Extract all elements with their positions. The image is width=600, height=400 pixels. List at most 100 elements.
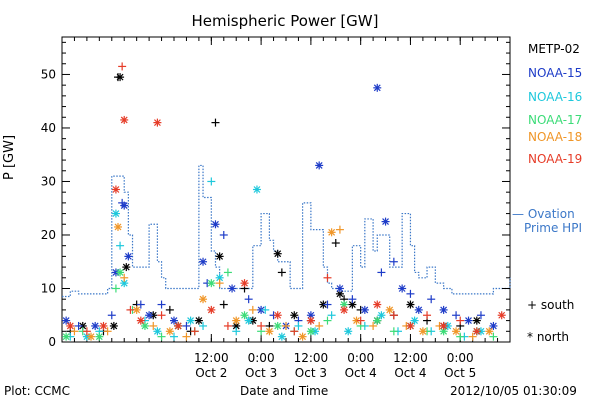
noaa-15-point-8 xyxy=(136,300,145,309)
noaa-19-point-10 xyxy=(174,321,183,330)
noaa-15-point-17 xyxy=(228,284,237,293)
noaa-15-point-3 xyxy=(107,311,116,320)
legend-noaa-16: NOAA-16 xyxy=(528,90,583,104)
noaa-15-point-2 xyxy=(91,321,100,330)
noaa-17-point-17 xyxy=(323,316,332,325)
noaa-16-point-17 xyxy=(277,332,286,341)
noaa-16-point-4 xyxy=(116,241,125,250)
noaa-19-point-2 xyxy=(99,321,108,330)
noaa-19-point-18 xyxy=(306,316,315,325)
noaa-19-point-3 xyxy=(111,185,120,194)
noaa-15-point-15 xyxy=(211,220,220,229)
noaa-15-point-30 xyxy=(377,268,386,277)
noaa-17-point-2 xyxy=(95,332,104,341)
metp-02-point-32 xyxy=(406,300,415,309)
noaa-19-point-22 xyxy=(373,300,382,309)
metp-02-point-20 xyxy=(273,249,282,258)
ovation-prime-hpi-line xyxy=(62,164,511,298)
noaa-18-point-8 xyxy=(182,332,191,341)
noaa-17-point-7 xyxy=(157,332,166,341)
noaa-17-point-0 xyxy=(62,332,71,341)
noaa-18-point-7 xyxy=(165,327,174,336)
noaa-17-point-4 xyxy=(116,268,125,277)
noaa-18-point-14 xyxy=(282,321,290,330)
metp-02-point-12 xyxy=(194,316,203,325)
legend-noaa-18: NOAA-18 xyxy=(528,130,583,144)
noaa-18-point-25 xyxy=(452,327,461,336)
marker-legend-south: + south xyxy=(527,298,574,312)
noaa-19-point-7 xyxy=(136,316,145,325)
noaa-16-point-11 xyxy=(207,177,216,186)
noaa-15-point-26 xyxy=(335,284,344,293)
x-tick-date-4: Oct 4 xyxy=(394,366,426,380)
noaa-15-point-29 xyxy=(373,83,382,92)
noaa-17-point-11 xyxy=(223,268,232,277)
plot-credit: Plot: CCMC xyxy=(4,384,70,398)
metp-02-point-6 xyxy=(122,263,131,272)
x-tick-date-3: Oct 4 xyxy=(345,366,377,380)
noaa-19-point-21 xyxy=(356,316,365,325)
noaa-16-point-10 xyxy=(199,321,208,330)
noaa-19-point-4 xyxy=(118,62,127,71)
noaa-15-point-41 xyxy=(489,321,498,330)
noaa-17-point-16 xyxy=(306,327,315,336)
metp-02-point-5 xyxy=(116,73,125,82)
noaa-15-point-1 xyxy=(74,321,83,330)
noaa-19-point-20 xyxy=(340,305,349,314)
metp-02-point-13 xyxy=(211,118,220,127)
noaa-16-point-3 xyxy=(111,209,120,218)
noaa-18-point-17 xyxy=(327,228,336,237)
x-tick-time-0: 12:00 xyxy=(194,351,229,365)
noaa-15-point-39 xyxy=(464,316,473,325)
noaa-18-point-23 xyxy=(418,327,427,336)
noaa-18-point-13 xyxy=(265,327,274,336)
noaa-15-point-24 xyxy=(315,161,324,170)
x-tick-date-5: Oct 5 xyxy=(444,366,476,380)
noaa-19-point-27 xyxy=(456,316,465,325)
noaa-18-point-18 xyxy=(335,225,344,234)
noaa-19-point-14 xyxy=(240,279,249,288)
y-tick-label-20: 20 xyxy=(41,228,56,242)
noaa-19-point-11 xyxy=(190,327,199,336)
noaa-15-point-31 xyxy=(381,217,390,226)
noaa-15-point-11 xyxy=(170,316,178,325)
noaa-16-point-12 xyxy=(215,273,224,282)
legend-noaa-15: NOAA-15 xyxy=(528,66,583,80)
noaa-15-point-32 xyxy=(389,257,398,266)
noaa-17-point-21 xyxy=(389,327,398,336)
noaa-16-point-7 xyxy=(153,327,162,336)
noaa-18-point-16 xyxy=(315,321,324,330)
noaa-19-point-24 xyxy=(406,321,415,330)
south-symbol: + xyxy=(527,298,538,312)
x-tick-time-1: 0:00 xyxy=(248,351,275,365)
x-tick-time-4: 12:00 xyxy=(393,351,428,365)
y-axis-label: P [GW] xyxy=(2,134,17,180)
noaa-15-point-35 xyxy=(414,305,423,314)
noaa-18-point-0 xyxy=(70,327,79,336)
noaa-17-point-12 xyxy=(240,311,249,320)
noaa-15-point-18 xyxy=(244,295,253,304)
noaa-19-point-6 xyxy=(126,305,135,314)
metp-02-point-22 xyxy=(290,311,299,320)
noaa-15-point-28 xyxy=(360,305,369,314)
noaa-15-point-12 xyxy=(182,321,191,330)
x-axis-label: Date and Time xyxy=(240,384,329,398)
noaa-15-point-40 xyxy=(476,311,485,320)
noaa-15-point-37 xyxy=(439,305,448,314)
metp-02-point-21 xyxy=(277,268,286,277)
noaa-16-point-15 xyxy=(252,185,261,194)
noaa-17-point-14 xyxy=(273,321,282,330)
noaa-19-point-26 xyxy=(439,321,448,330)
plot-frame xyxy=(61,36,511,343)
noaa-15-point-9 xyxy=(145,311,154,320)
noaa-16-point-23 xyxy=(377,311,386,320)
noaa-16-point-20 xyxy=(327,311,336,320)
noaa-17-point-3 xyxy=(111,284,120,293)
noaa-18-point-10 xyxy=(215,279,224,288)
noaa-15-point-25 xyxy=(323,300,332,309)
noaa-15-point-36 xyxy=(427,295,436,304)
noaa-16-point-21 xyxy=(344,327,353,336)
x-tick-time-3: 0:00 xyxy=(347,351,374,365)
noaa-16-point-16 xyxy=(261,305,270,314)
